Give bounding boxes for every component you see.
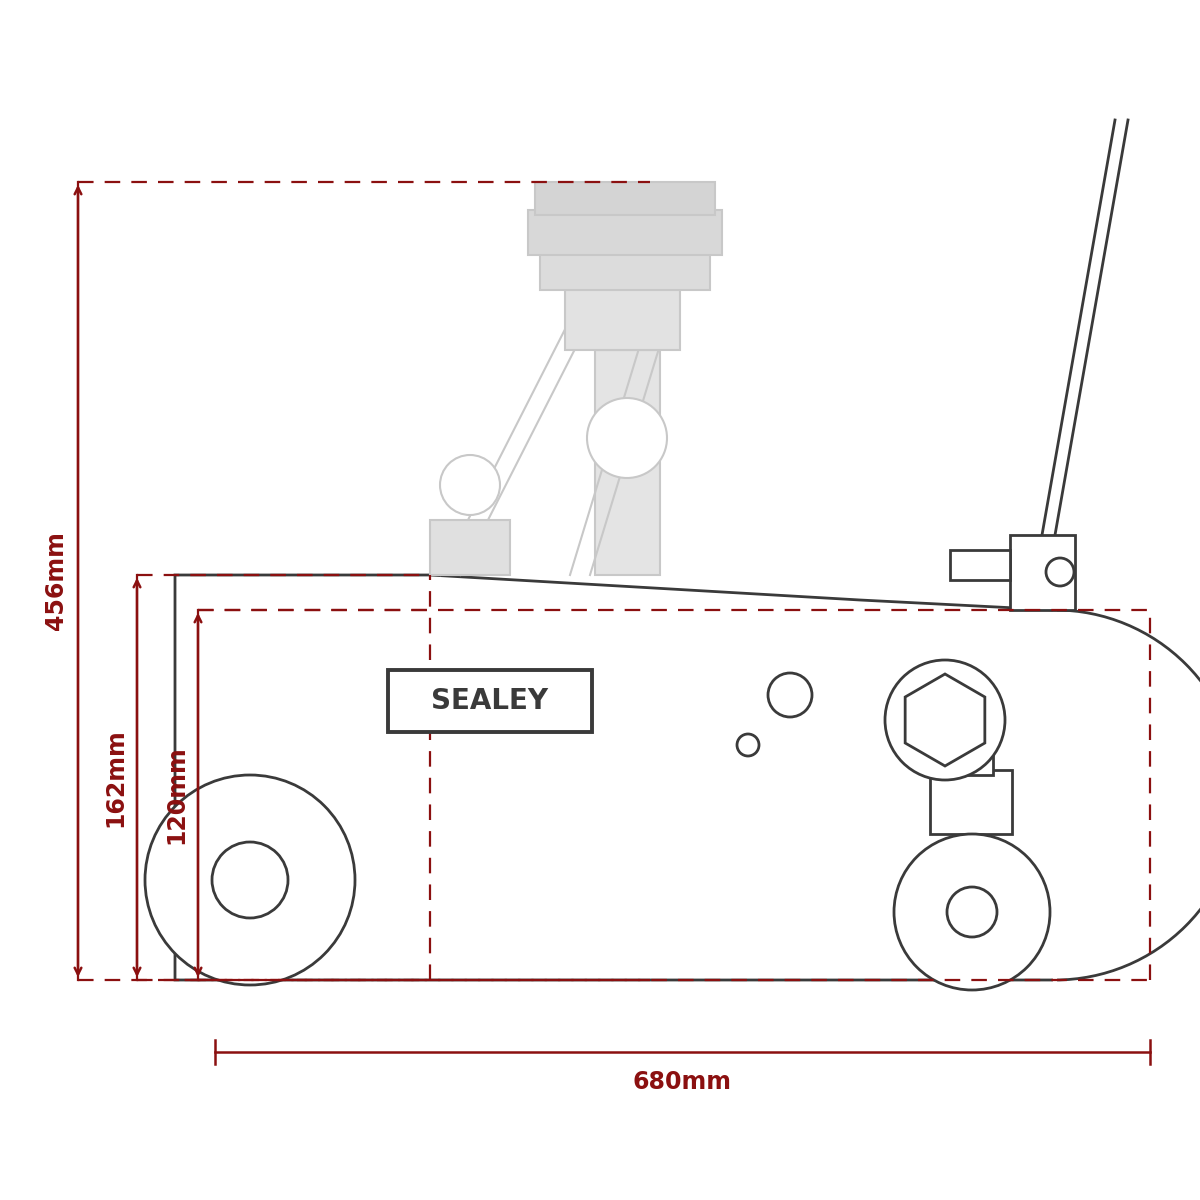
Polygon shape — [528, 210, 722, 254]
Polygon shape — [595, 350, 660, 575]
Polygon shape — [905, 674, 985, 766]
Polygon shape — [953, 734, 994, 775]
Text: 162mm: 162mm — [103, 728, 127, 827]
Circle shape — [737, 734, 760, 756]
Circle shape — [947, 887, 997, 937]
Circle shape — [587, 398, 667, 478]
Text: 120mm: 120mm — [164, 745, 188, 845]
Circle shape — [145, 775, 355, 985]
Text: 456mm: 456mm — [44, 532, 68, 630]
Polygon shape — [930, 770, 1012, 834]
Polygon shape — [540, 250, 710, 290]
Circle shape — [768, 673, 812, 716]
Polygon shape — [430, 520, 510, 575]
Text: 680mm: 680mm — [634, 1070, 732, 1094]
Circle shape — [894, 834, 1050, 990]
Circle shape — [1046, 558, 1074, 586]
Wedge shape — [1055, 610, 1200, 980]
Polygon shape — [1010, 535, 1075, 610]
Circle shape — [440, 455, 500, 515]
Polygon shape — [535, 182, 715, 215]
Polygon shape — [565, 284, 680, 350]
Text: SEALEY: SEALEY — [432, 686, 548, 715]
Circle shape — [886, 660, 1006, 780]
Polygon shape — [950, 550, 1010, 580]
Polygon shape — [175, 575, 1055, 980]
FancyBboxPatch shape — [388, 670, 592, 732]
Circle shape — [212, 842, 288, 918]
